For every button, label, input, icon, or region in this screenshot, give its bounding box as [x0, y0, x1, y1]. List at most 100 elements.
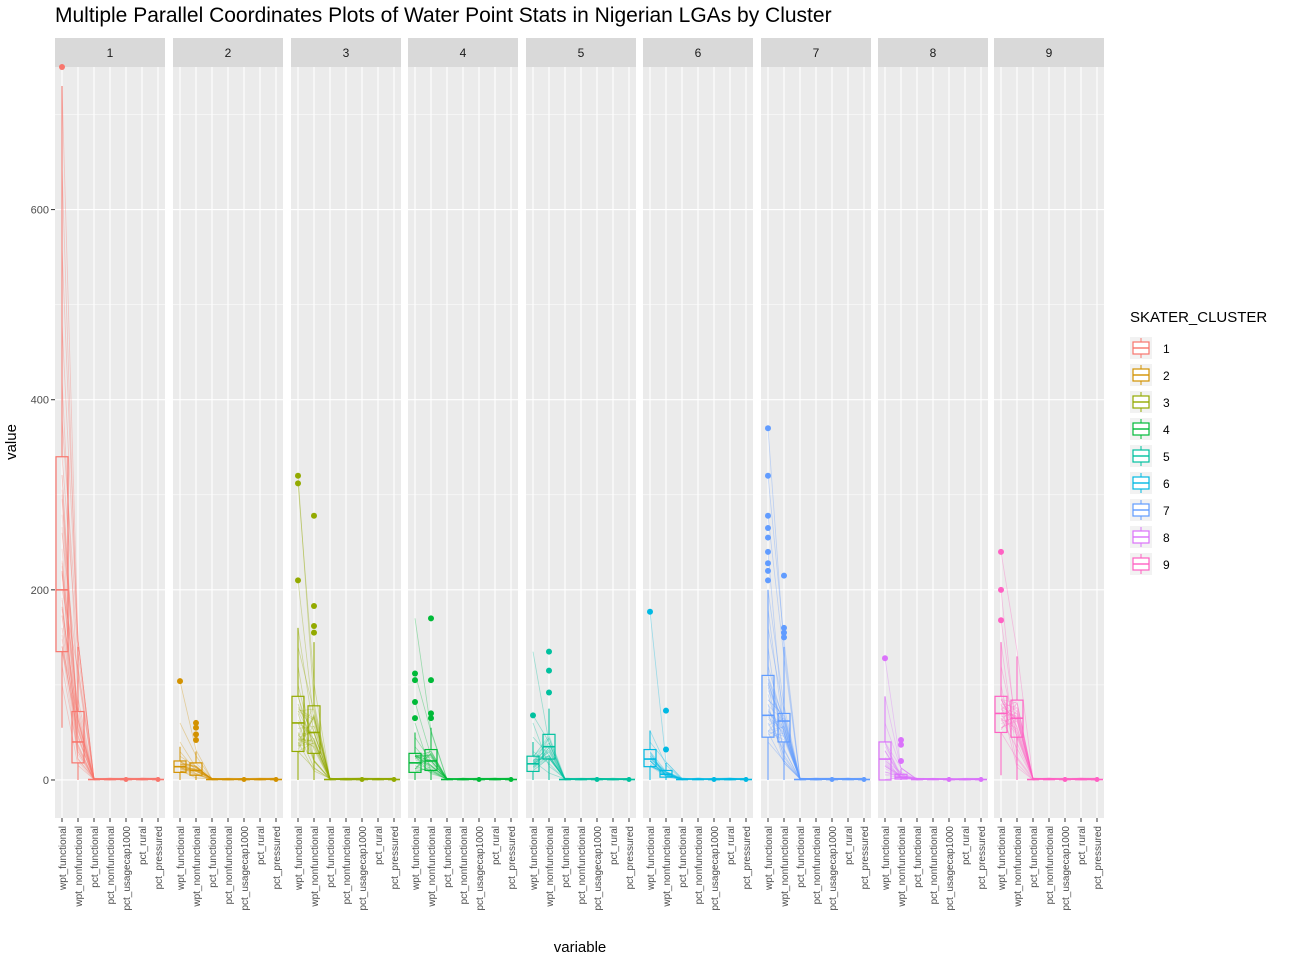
x-tick-label: pct_rural	[1077, 826, 1088, 865]
series-line	[532, 734, 630, 781]
legend-label: 3	[1163, 396, 1170, 410]
outlier-point	[861, 776, 867, 782]
facet-strip-label: 3	[343, 46, 350, 60]
x-tick-label: pct_pressured	[860, 826, 871, 889]
outlier-point	[412, 715, 418, 722]
outlier-point	[626, 776, 632, 782]
outlier-point	[978, 776, 984, 782]
series-line	[767, 678, 865, 780]
outlier-point	[765, 525, 771, 532]
outlier-point	[155, 776, 161, 782]
x-tick-label: pct_functional	[678, 826, 689, 888]
outlier-point	[241, 776, 247, 782]
x-tick-label: pct_rural	[256, 826, 267, 865]
x-tick-label: pct_pressured	[272, 826, 283, 889]
outlier-point	[765, 577, 771, 584]
outlier-point	[193, 719, 199, 726]
outlier-point	[781, 572, 787, 579]
outlier-point	[765, 472, 771, 479]
x-tick-label: wpt_functional	[764, 826, 775, 891]
series-line	[649, 611, 747, 780]
series-line	[297, 646, 395, 780]
x-tick-label: pct_usagecap1000	[1061, 826, 1072, 911]
y-tick-label: 400	[31, 395, 49, 407]
x-tick-label: pct_functional	[796, 826, 807, 888]
y-tick-label: 600	[31, 205, 49, 217]
box-body	[878, 741, 892, 781]
outlier-point	[177, 678, 183, 685]
outlier-point	[647, 608, 653, 615]
facet-panel-9: 9 wpt_functional wpt_nonfunctional pct_func…	[994, 38, 1104, 911]
outlier-point	[273, 776, 279, 782]
x-tick-label: pct_rural	[961, 826, 972, 865]
x-tick-label: pct_functional	[208, 826, 219, 888]
series-line	[297, 707, 395, 781]
legend: SKATER_CLUSTER 1 2 3 4 5 6 7 8 9	[1130, 309, 1267, 575]
x-tick-label: wpt_functional	[411, 826, 422, 891]
x-tick-label: wpt_functional	[294, 826, 305, 891]
legend-label: 4	[1163, 423, 1170, 437]
outlier-point	[311, 512, 317, 519]
facet-strip	[878, 38, 988, 67]
outlier-point	[594, 776, 600, 782]
outlier-point	[898, 741, 904, 748]
x-tick-label: pct_pressured	[507, 826, 518, 889]
outlier-point	[663, 707, 669, 714]
y-tick-label: 200	[31, 585, 49, 597]
facet-panel-3: 3 wpt_functional wpt_nonfunctional pct_func…	[291, 38, 401, 911]
outlier-point	[295, 577, 301, 584]
outlier-point	[476, 776, 482, 782]
x-tick-label: pct_usagecap1000	[358, 826, 369, 911]
x-tick-label: pct_pressured	[742, 826, 753, 889]
outlier-point	[359, 776, 365, 782]
outlier-point	[882, 655, 888, 662]
legend-label: 8	[1163, 531, 1170, 545]
facet-panel-2: 2 wpt_functional wpt_nonfunctional pct_func…	[173, 38, 283, 911]
facet-strip	[408, 38, 518, 67]
x-tick-label: pct_rural	[609, 826, 620, 865]
outlier-point	[311, 629, 317, 636]
x-tick-label: wpt_nonfunctional	[1013, 826, 1024, 908]
facet-panel-6: 6 wpt_functional wpt_nonfunctional pct_func…	[643, 38, 753, 911]
series-line	[649, 751, 747, 781]
series-line	[1000, 620, 1098, 781]
outlier-point	[765, 425, 771, 432]
x-tick-label: pct_nonfunctional	[459, 826, 470, 904]
facet-panel-8: 8 wpt_functional wpt_nonfunctional pct_func…	[878, 38, 988, 911]
x-tick-label: pct_usagecap1000	[593, 826, 604, 911]
x-tick-label: pct_pressured	[1093, 826, 1104, 889]
series-line	[61, 627, 159, 779]
box-body	[55, 456, 69, 653]
outlier-point	[428, 677, 434, 684]
outlier-point	[193, 737, 199, 744]
x-tick-label: pct_nonfunctional	[106, 826, 117, 904]
legend-label: 7	[1163, 504, 1170, 518]
box-body	[307, 705, 321, 754]
outlier-point	[765, 534, 771, 541]
outlier-point	[765, 548, 771, 555]
x-tick-label: pct_functional	[1029, 826, 1040, 888]
series-line	[61, 649, 159, 780]
box-body	[424, 748, 438, 772]
outlier-point	[781, 634, 787, 641]
x-tick-label: pct_usagecap1000	[945, 826, 956, 911]
x-axis-label: variable	[554, 939, 607, 956]
x-tick-label: wpt_nonfunctional	[74, 826, 85, 908]
outlier-point	[311, 603, 317, 610]
series-line	[297, 580, 395, 780]
x-tick-label: wpt_functional	[881, 826, 892, 891]
outlier-point	[428, 715, 434, 722]
series-line	[61, 606, 159, 780]
outlier-point	[412, 699, 418, 706]
facet-strip	[643, 38, 753, 67]
facet-strip-label: 2	[225, 46, 232, 60]
series-line	[414, 757, 512, 781]
outlier-point	[781, 624, 787, 631]
facet-strip-label: 9	[1046, 46, 1053, 60]
box-body	[777, 712, 791, 743]
outlier-point	[1062, 776, 1068, 782]
x-tick-label: wpt_functional	[646, 826, 657, 891]
x-tick-label: wpt_functional	[997, 826, 1008, 891]
outlier-point	[946, 776, 952, 782]
x-tick-label: pct_nonfunctional	[577, 826, 588, 904]
